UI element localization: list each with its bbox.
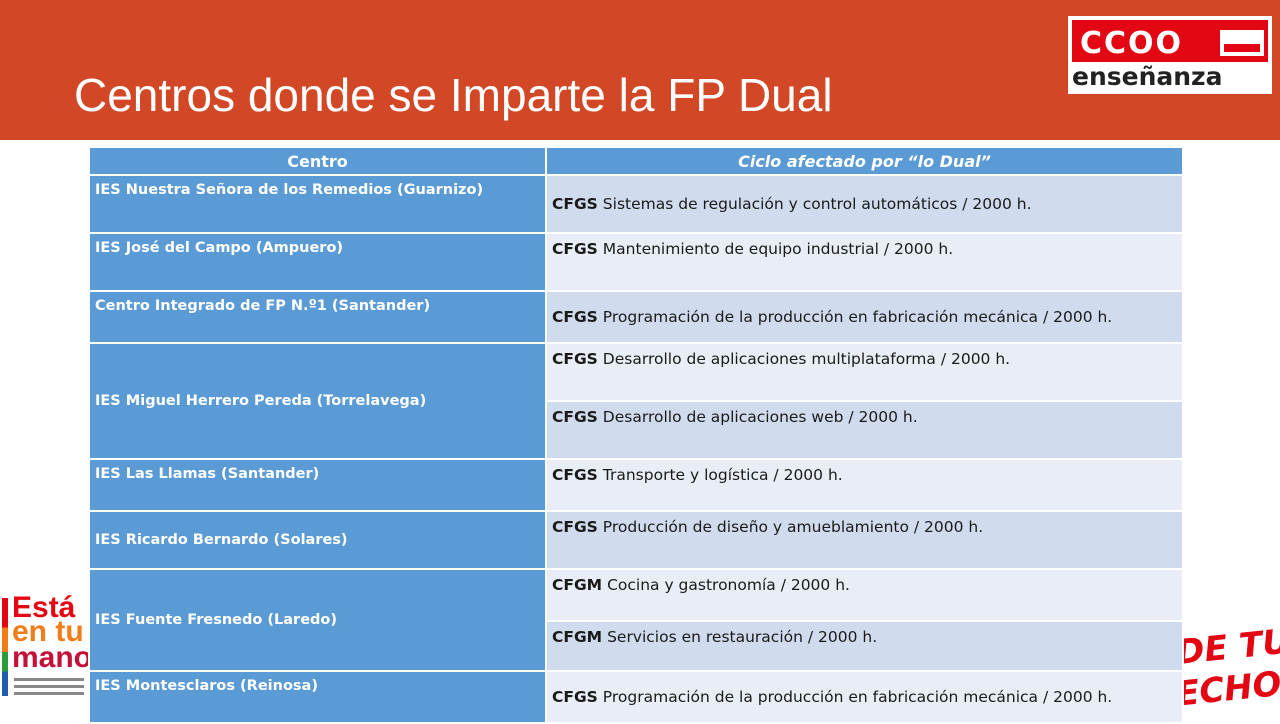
centro-cell: Centro Integrado de FP N.º1 (Santander): [88, 290, 547, 344]
ciclo-label: Transporte y logística / 2000 h.: [602, 466, 843, 484]
nivel-label: CFGS: [552, 240, 598, 258]
header-bar: Centros donde se Imparte la FP Dual CCOO…: [0, 0, 1280, 140]
table-row: CFGS Desarrollo de aplicaciones web / 20…: [89, 400, 1184, 460]
ciclo-label: Servicios en restauración / 2000 h.: [607, 628, 878, 646]
campaign-poster-right: DE TUS ECHOS: [1172, 618, 1280, 720]
logo-subtitle: enseñanza: [1072, 62, 1223, 91]
poster-left-line-1: Está: [12, 591, 76, 624]
ciclo-label: Sistemas de regulación y control automát…: [602, 195, 1032, 213]
poster-color-bars: [2, 598, 8, 696]
ciclo-cell: CFGS Desarrollo de aplicaciones web / 20…: [545, 400, 1184, 460]
ciclo-cell: CFGM Cocina y gastronomía / 2000 h.: [545, 568, 1184, 622]
table-row: IES Fuente Fresnedo (Laredo) CFGM Cocina…: [88, 568, 1184, 672]
centro-cell: IES Ricardo Bernardo (Solares): [88, 510, 547, 570]
table-row: IES Nuestra Señora de los Remedios (Guar…: [88, 174, 1184, 234]
poster-fine-print: [14, 678, 84, 699]
table-row: IES Miguel Herrero Pereda (Torrelavega) …: [88, 342, 1184, 460]
ciclo-cell: CFGS Sistemas de regulación y control au…: [545, 174, 1184, 234]
table-row: IES Ricardo Bernardo (Solares) CFGS Prod…: [88, 510, 1184, 570]
centro-cell: IES Las Llamas (Santander): [88, 458, 547, 512]
ciclo-cell: CFGS Desarrollo de aplicaciones multipla…: [545, 342, 1184, 402]
logo-flag-icon: [1220, 30, 1264, 56]
poster-right-line-1: DE TUS: [1174, 618, 1280, 674]
ciclo-label: Programación de la producción en fabrica…: [602, 308, 1113, 326]
ciclo-cell: CFGM Servicios en restauración / 2000 h.: [545, 620, 1184, 672]
ciclo-label: Desarrollo de aplicaciones web / 2000 h.: [602, 408, 918, 426]
poster-left-line-2: en tu: [12, 615, 84, 648]
logo-word: CCOO: [1080, 26, 1184, 61]
column-header-ciclo: Ciclo afectado por “lo Dual”: [545, 146, 1184, 176]
campaign-poster-left: Está en tu mano: [0, 591, 92, 702]
ciclo-cell: CFGS Transporte y logística / 2000 h.: [545, 458, 1184, 512]
nivel-label: CFGS: [552, 518, 598, 536]
nivel-label: CFGM: [552, 576, 603, 594]
nivel-label: CFGS: [552, 308, 598, 326]
nivel-label: CFGS: [552, 408, 598, 426]
logo-red-band: CCOO: [1072, 20, 1268, 62]
slide-title: Centros donde se Imparte la FP Dual: [74, 69, 833, 121]
table-row: IES José del Campo (Ampuero) CFGS Manten…: [88, 232, 1184, 292]
column-header-centro: Centro: [88, 146, 547, 176]
ciclo-label: Producción de diseño y amueblamiento / 2…: [602, 518, 984, 536]
table-row: IES Montesclaros (Reinosa) CFGS Programa…: [88, 670, 1184, 724]
centro-cell: IES José del Campo (Ampuero): [88, 232, 547, 292]
table-row: CFGM Servicios en restauración / 2000 h.: [89, 620, 1184, 672]
centro-cell: IES Fuente Fresnedo (Laredo): [88, 568, 547, 672]
ciclo-label: Cocina y gastronomía / 2000 h.: [607, 576, 850, 594]
nivel-label: CFGS: [552, 195, 598, 213]
centro-cell: IES Miguel Herrero Pereda (Torrelavega): [88, 342, 547, 460]
centros-table: Centro Ciclo afectado por “lo Dual” IES …: [88, 146, 1184, 724]
ciclo-cell: CFGS Programación de la producción en fa…: [545, 670, 1184, 724]
centro-cell: IES Nuestra Señora de los Remedios (Guar…: [88, 174, 547, 234]
nivel-label: CFGM: [552, 628, 603, 646]
table-row: Centro Integrado de FP N.º1 (Santander) …: [88, 290, 1184, 344]
ciclo-cell: CFGS Programación de la producción en fa…: [545, 290, 1184, 344]
ciclo-cell: CFGS Mantenimiento de equipo industrial …: [545, 232, 1184, 292]
ciclo-label: Programación de la producción en fabrica…: [602, 688, 1113, 706]
nivel-label: CFGS: [552, 688, 598, 706]
poster-left-line-3: mano: [12, 641, 93, 674]
ciclo-label: Mantenimiento de equipo industrial / 200…: [602, 240, 954, 258]
table-row: IES Las Llamas (Santander) CFGS Transpor…: [88, 458, 1184, 512]
nivel-label: CFGS: [552, 350, 598, 368]
centro-cell: IES Montesclaros (Reinosa): [88, 670, 547, 724]
table-header-row: Centro Ciclo afectado por “lo Dual”: [88, 146, 1184, 176]
ccoo-logo: CCOO enseñanza: [1068, 16, 1272, 94]
nivel-label: CFGS: [552, 466, 598, 484]
ciclo-cell: CFGS Producción de diseño y amueblamient…: [545, 510, 1184, 570]
ciclo-label: Desarrollo de aplicaciones multiplatafor…: [602, 350, 1011, 368]
